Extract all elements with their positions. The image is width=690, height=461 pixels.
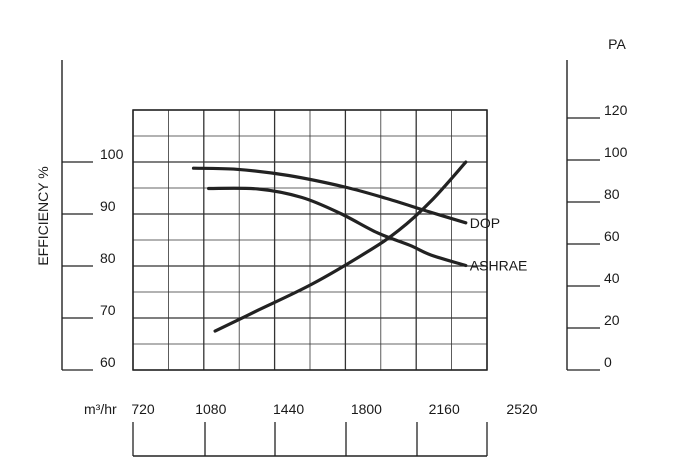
right-tick-label: 80 bbox=[604, 186, 620, 202]
tick-marks bbox=[62, 117, 600, 371]
left-tick-label: 70 bbox=[100, 302, 116, 318]
left-tick-label: 80 bbox=[100, 250, 116, 266]
grid bbox=[132, 109, 488, 371]
right-tick-label: 0 bbox=[604, 354, 612, 370]
series-label-ashrae: ASHRAE bbox=[470, 257, 528, 273]
series-label-dop: DOP bbox=[470, 215, 500, 231]
x-tick-label: 1080 bbox=[195, 401, 226, 417]
x-tick-label: 2160 bbox=[429, 401, 460, 417]
series-line-ashrae bbox=[207, 186, 468, 268]
series-line-dop bbox=[191, 166, 468, 225]
x-tick-label: 1800 bbox=[351, 401, 382, 417]
series-line-pressure-drop bbox=[213, 160, 468, 333]
right-tick-label: 20 bbox=[604, 312, 620, 328]
series-lines: DOP ASHRAE bbox=[191, 160, 528, 333]
x-tick-label: 1440 bbox=[273, 401, 304, 417]
plot-frame bbox=[132, 109, 488, 371]
tick-labels: 60 70 80 90 100 0 20 40 60 80 100 120 720 1080 1440 180… bbox=[100, 102, 628, 417]
left-tick-label: 60 bbox=[100, 354, 116, 370]
right-axis-title: PA bbox=[608, 36, 626, 52]
right-tick-label: 120 bbox=[604, 102, 628, 118]
right-tick-label: 100 bbox=[604, 144, 628, 160]
right-tick-label: 60 bbox=[604, 228, 620, 244]
right-tick-label: 40 bbox=[604, 270, 620, 286]
x-tick-label: 2520 bbox=[506, 401, 537, 417]
x-tick-label: 720 bbox=[131, 401, 155, 417]
left-axis-title: EFFICIENCY % bbox=[35, 166, 51, 265]
left-tick-label: 100 bbox=[100, 146, 124, 162]
x-axis-title: m³/hr bbox=[84, 401, 117, 417]
left-tick-label: 90 bbox=[100, 198, 116, 214]
